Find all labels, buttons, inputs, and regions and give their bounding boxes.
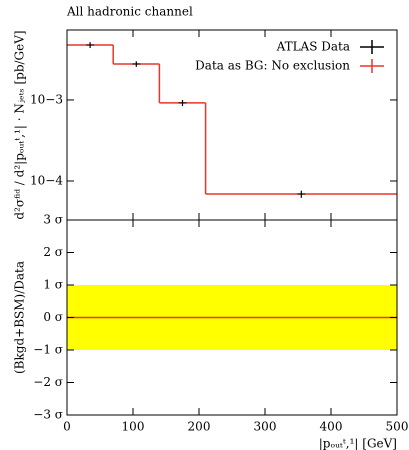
y-tick-label: −1 σ [33, 343, 63, 357]
y-tick-label: 3 σ [43, 213, 63, 227]
y-tick-label: 1 σ [43, 278, 63, 292]
panel-title: All hadronic channel [66, 5, 193, 19]
y-axis-label: (Bkgd+BSM)/Data [13, 261, 27, 374]
x-tick-label: 0 [63, 420, 71, 434]
y-tick-label: 0 σ [43, 310, 63, 324]
x-axis-label: |pₒᵤₜᵗ,¹| [GeV] [319, 437, 397, 450]
x-tick-label: 200 [188, 420, 211, 434]
x-tick-label: 500 [386, 420, 409, 434]
legend-label: ATLAS Data [276, 40, 350, 54]
y-tick-label: −3 σ [33, 408, 63, 422]
x-tick-label: 100 [122, 420, 145, 434]
x-tick-label: 400 [320, 420, 343, 434]
x-tick-label: 300 [254, 420, 277, 434]
y-tick-label: 10−4 [30, 173, 63, 187]
y-tick-label: −2 σ [33, 375, 63, 389]
y-axis-label: d²σᶠⁱᵈ / d²|pₒᵤₜᵗ,¹| · Nⱼₑₜₛ [pb/GeV] [13, 30, 27, 219]
y-tick-label: 10−3 [30, 92, 63, 106]
y-tick-label: 2 σ [43, 245, 63, 259]
legend-label: Data as BG: No exclusion [195, 59, 350, 73]
